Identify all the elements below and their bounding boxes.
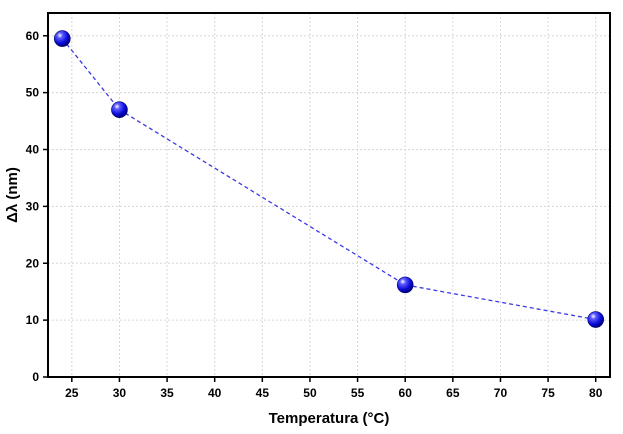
x-tick-label: 55: [351, 386, 365, 400]
y-tick-label: 0: [32, 370, 39, 384]
y-tick-label: 50: [26, 86, 40, 100]
y-tick-label: 30: [26, 199, 40, 213]
plot-frame: [47, 12, 611, 378]
data-point: [587, 311, 605, 328]
x-tick-label: 50: [303, 386, 317, 400]
x-tick-label: 40: [208, 386, 222, 400]
x-tick-label: 70: [494, 386, 508, 400]
series-layer: [53, 30, 605, 328]
x-tick-label: 30: [113, 386, 127, 400]
x-tick-label: 75: [541, 386, 555, 400]
data-point: [53, 30, 71, 47]
y-tick-label: 40: [26, 143, 40, 157]
y-tick-label: 20: [26, 256, 40, 270]
x-tick-label: 65: [446, 386, 460, 400]
y-axis-title: Δλ (nm): [4, 167, 21, 223]
y-tick-label: 60: [26, 29, 40, 43]
x-axis-title: Temperatura (°C): [269, 410, 390, 427]
y-tick-label: 10: [26, 313, 40, 327]
x-axis: 25 30 35 40 45 50 55 60 65 70 75 80: [65, 377, 603, 400]
x-tick-label: 80: [589, 386, 603, 400]
x-tick-label: 45: [256, 386, 270, 400]
data-point: [111, 101, 128, 118]
x-tick-label: 60: [399, 386, 413, 400]
x-tick-label: 35: [160, 386, 174, 400]
y-axis: 0 10 20 30 40 50 60: [26, 29, 48, 384]
x-tick-label: 25: [65, 386, 79, 400]
grid: [48, 13, 610, 377]
data-point: [396, 276, 414, 294]
series-line: [61, 38, 596, 321]
